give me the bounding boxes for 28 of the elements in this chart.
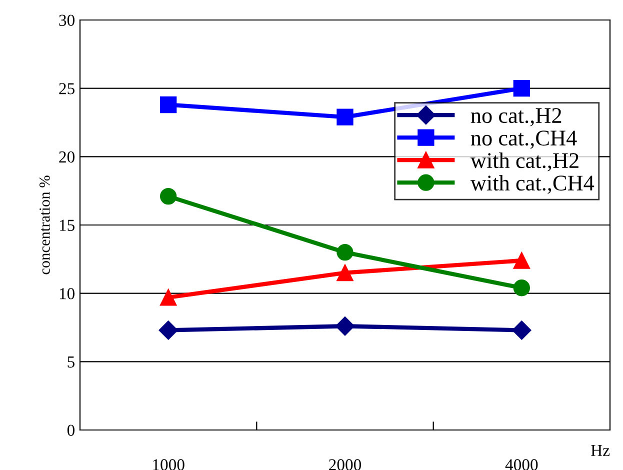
point — [160, 289, 177, 306]
point — [336, 264, 354, 282]
x-axis-title: Hz — [591, 445, 610, 456]
legend-label: no cat.,CH4 — [470, 130, 577, 149]
y-tick-label: 20 — [59, 151, 75, 163]
point — [335, 316, 355, 336]
x-tick-label: 2000 — [329, 459, 362, 470]
point — [160, 96, 177, 114]
y-tick-label: 15 — [60, 220, 74, 231]
y-tick-label: 10 — [60, 288, 75, 300]
point — [512, 320, 532, 340]
y-tick-label: 30 — [59, 14, 75, 26]
y-tick-label: 25 — [59, 83, 74, 94]
point — [160, 188, 177, 205]
point — [336, 244, 354, 261]
legend-label: with cat.,H2 — [470, 152, 578, 172]
legend-label: with cat.,CH4 — [470, 174, 594, 194]
point — [513, 280, 530, 296]
y-tick-label: 0 — [67, 424, 75, 436]
point — [513, 80, 530, 97]
point — [513, 252, 530, 269]
y-tick-label: 5 — [68, 356, 74, 368]
x-tick-label: 1000 — [153, 459, 184, 470]
x-tick-label: 4000 — [505, 459, 538, 470]
point — [158, 320, 178, 340]
legend-label: no cat.,H2 — [470, 108, 562, 126]
point — [336, 108, 354, 126]
y-axis-title: concentration % — [40, 176, 50, 274]
